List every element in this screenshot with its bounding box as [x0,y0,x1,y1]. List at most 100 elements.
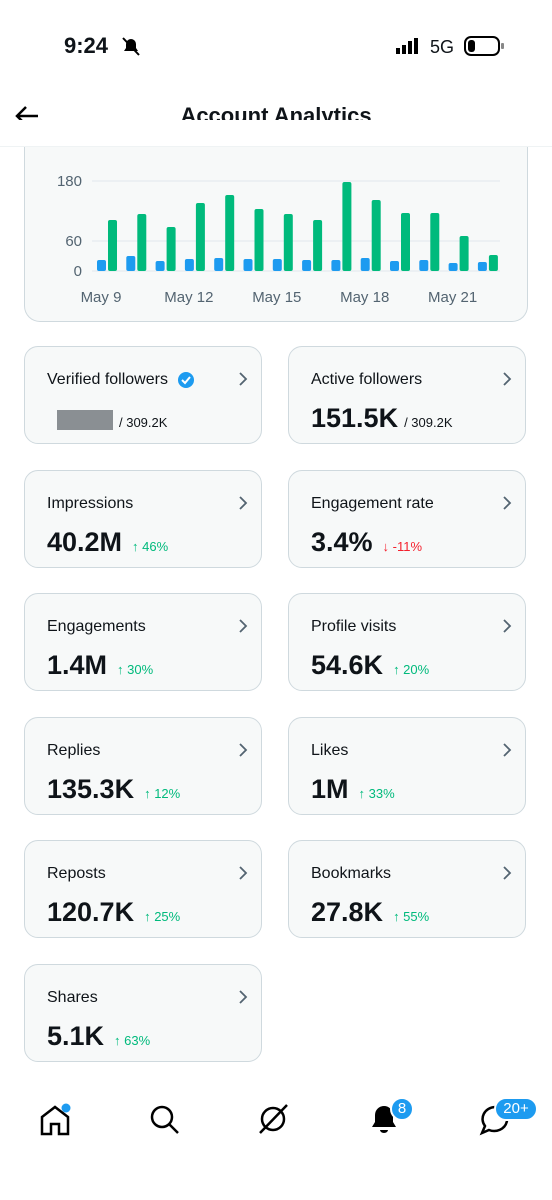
stat-card[interactable]: Reposts 120.7K ↑ 25% [24,840,262,938]
value: 1M [311,773,349,804]
y-tick-label: 0 [74,263,82,280]
card-value: 54.6K ↑ 20% [311,650,429,681]
chart: 0 60 180 May 9 May 12 May 15 May 18 May 21 [57,173,500,306]
bar [243,259,253,271]
silent-icon [122,37,140,56]
value: 120.7K [47,897,135,927]
battery-icon [464,36,504,56]
bar [459,236,469,271]
bar [302,260,312,271]
value: 1.4M [47,650,108,680]
value: 3.4% [311,526,373,557]
verified-badge [178,372,194,388]
stat-card[interactable]: Profile visits 54.6K ↑ 20% [288,593,526,691]
home-tab[interactable] [38,1103,74,1137]
stat-card[interactable]: Engagements 1.4M ↑ 30% [24,593,262,691]
card-change: ↑ 46% [132,538,169,554]
bar [360,258,370,271]
redacted-value [57,409,113,430]
bar [137,214,147,271]
card-label: Shares [47,988,98,1006]
bar [313,220,323,271]
bar [401,213,410,271]
card-change: ↑ 30% [117,662,154,677]
chevron [239,866,248,880]
card-denominator: / 309.2K [404,415,453,430]
bar [488,255,498,271]
chevron [503,495,512,510]
x-tick-label: May 21 [428,289,477,306]
card-value: 151.5K / 309.2K [311,403,453,434]
bar [331,260,341,271]
bar [126,256,136,271]
card-value: 5.1K ↑ 63% [47,1021,150,1052]
notifications-badge: 8 [390,1097,414,1121]
chevron [503,742,512,757]
bar [214,258,224,271]
card-label: Verified followers [47,371,168,388]
stat-card[interactable]: Replies 135.3K ↑ 12% [24,716,262,815]
value: 27.8K [311,897,384,927]
bar [155,261,165,271]
card-label: Impressions [47,494,134,512]
chevron [503,372,512,386]
x-tick-label: May 12 [164,289,213,306]
card-value: 135.3K ↑ 12% [47,774,180,805]
chart-card [24,120,528,322]
bar [419,260,429,271]
value: 135.3K [47,773,135,804]
chevron [239,619,248,633]
chevron [239,495,248,510]
value: 151.5K [311,403,399,433]
x-tick-label: May 18 [340,289,389,306]
card-value: 3.4% ↓ -11% [311,527,422,558]
header-bar [0,120,552,147]
card-value: 40.2M ↑ 46% [47,527,168,558]
card-value: 1.4M ↑ 30% [47,650,153,681]
y-tick-label: 60 [65,233,82,250]
bar [195,203,205,271]
bar [184,259,194,271]
x-tick-label: May 15 [252,289,301,306]
card-value: / 309.2K [47,403,167,434]
bar [108,220,117,271]
bar [430,213,440,271]
value: 40.2M [47,526,123,557]
card-change: ↑ 33% [358,785,395,801]
stat-card[interactable]: Active followers 151.5K / 309.2K [288,346,526,444]
x-tick-label: May 9 [81,289,122,306]
card-value: 1M ↑ 33% [311,774,395,805]
stat-card[interactable]: Engagement rate 3.4% ↓ -11% [288,469,526,568]
card-value: 27.8K ↑ 55% [311,897,429,928]
status-time: 9:24 [64,33,109,58]
card-change: ↑ 25% [144,909,181,924]
stat-card[interactable]: Verified followers / 309.2K [24,346,262,444]
bar [97,260,106,271]
chevron [239,372,248,386]
stat-card[interactable]: Likes 1M ↑ 33% [288,716,526,815]
network: 5G [430,37,455,57]
bottom-nav: 8 20+ [0,1085,552,1200]
chevron [239,742,248,757]
bar [342,182,352,271]
card-change: ↑ 63% [114,1032,151,1048]
messages-badge: 20+ [494,1097,538,1121]
card-change: ↑ 20% [393,662,430,677]
card-change: ↑ 55% [393,909,430,924]
value: 5.1K [47,1020,105,1051]
stat-card[interactable]: Impressions 40.2M ↑ 46% [24,469,262,568]
stat-card[interactable]: Bookmarks 27.8K ↑ 55% [288,840,526,938]
card-label: Active followers [311,371,423,388]
search-tab[interactable] [148,1103,182,1137]
chevron [239,989,248,1004]
bar [166,227,176,271]
bar [477,262,487,271]
bar [448,263,458,271]
card-change: ↓ -11% [382,538,423,554]
card-label: Bookmarks [311,865,392,882]
stat-card[interactable]: Shares 5.1K ↑ 63% [24,963,262,1062]
bar [390,261,399,271]
grok-tab[interactable] [256,1101,292,1137]
card-denominator: / 309.2K [119,415,168,430]
card-label: Engagements [47,618,146,635]
